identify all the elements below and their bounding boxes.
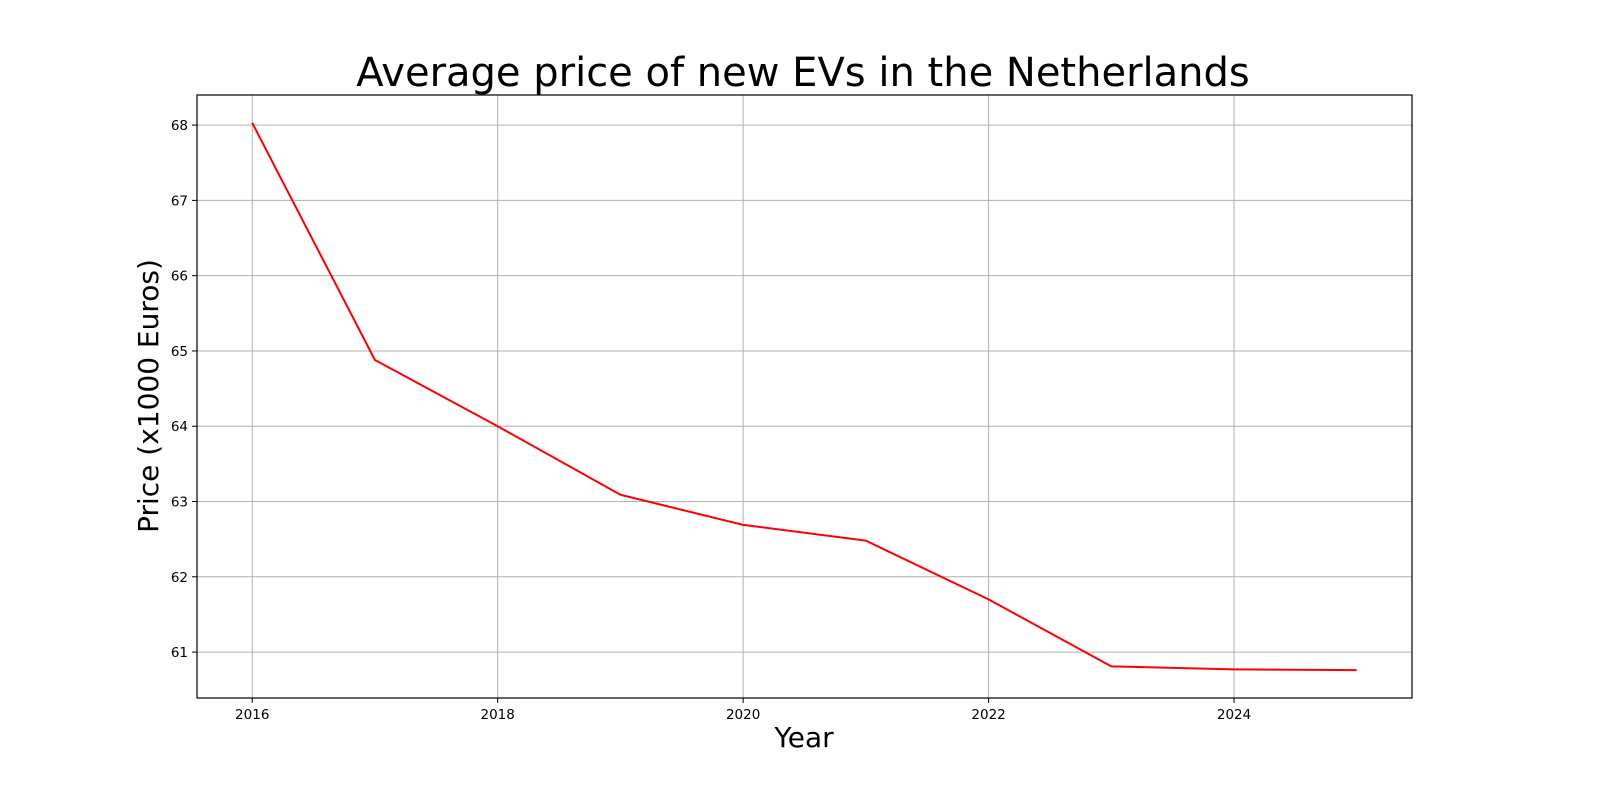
chart-title: Average price of new EVs in the Netherla…	[356, 50, 1249, 96]
y-tick-label: 68	[171, 118, 188, 134]
y-tick-label: 65	[171, 344, 188, 360]
y-tick-label: 62	[171, 570, 188, 586]
x-tick-label: 2016	[235, 707, 269, 723]
x-tick-label: 2022	[971, 707, 1005, 723]
grid-lines	[197, 95, 1412, 698]
x-tick-label: 2020	[726, 707, 760, 723]
x-axis-label: Year	[773, 721, 834, 754]
axis-ticks: 2016 2018 2020 2022 2024 61 62 63 64 65 66 67 68	[171, 118, 1251, 723]
x-tick-label: 2024	[1217, 707, 1251, 723]
plot-frame	[196, 94, 1413, 699]
y-tick-label: 67	[171, 193, 188, 209]
y-tick-label: 66	[171, 269, 188, 285]
y-tick-label: 61	[171, 645, 188, 661]
y-tick-label: 64	[171, 419, 188, 435]
price-series-line	[251, 122, 1357, 672]
y-tick-label: 63	[171, 495, 188, 511]
series-layer	[251, 122, 1357, 672]
x-tick-label: 2018	[481, 707, 515, 723]
y-axis-label: Price (x1000 Euros)	[132, 259, 165, 533]
